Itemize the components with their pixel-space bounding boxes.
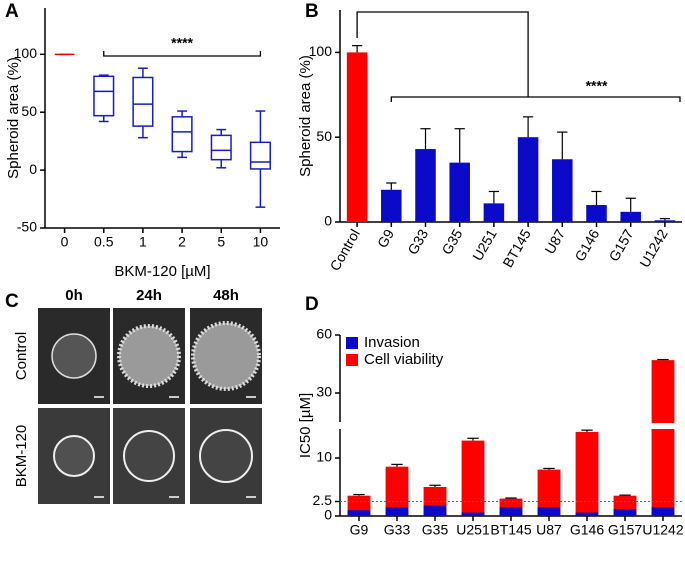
- bar: [385, 507, 409, 516]
- spheroid: [117, 324, 181, 388]
- box: [210, 134, 232, 161]
- x-tick-label: 2: [178, 234, 186, 250]
- y-axis-label: Spheroid area (%): [5, 57, 22, 179]
- x-tick-label: 5: [217, 234, 225, 250]
- x-tick-label: 1: [139, 234, 147, 250]
- legend-label: Invasion: [364, 334, 420, 351]
- y-tick-label: -50: [17, 219, 37, 235]
- bar: [575, 512, 599, 516]
- x-tick-label: U87: [536, 522, 562, 538]
- y-axis-label: IC50 [µM]: [297, 393, 314, 458]
- panel-label: B: [305, 1, 319, 22]
- bar: [346, 52, 368, 223]
- bar: [654, 220, 676, 222]
- x-tick-label: 10: [253, 234, 269, 250]
- significance-label: ****: [586, 78, 608, 94]
- spheroid: [53, 435, 95, 477]
- column-label: 24h: [136, 287, 162, 304]
- legend-label: Cell viability: [364, 351, 444, 368]
- box: [249, 141, 271, 170]
- y-tick-label: 30: [316, 384, 332, 400]
- legend-swatch: [346, 354, 358, 366]
- bar: [499, 507, 523, 516]
- y-tick-label: 0: [324, 213, 332, 229]
- bar: [552, 159, 573, 222]
- x-tick-label: U251: [456, 522, 490, 538]
- comparison-bracket: [356, 11, 529, 97]
- x-tick-label: 0.5: [94, 234, 114, 250]
- bar: [381, 189, 402, 222]
- box: [171, 116, 193, 153]
- x-tick-label: G9: [350, 522, 369, 538]
- box: [93, 75, 115, 117]
- bar: [461, 440, 485, 516]
- bar: [537, 507, 561, 516]
- y-tick-label: 2.5: [313, 492, 333, 508]
- panel-label: A: [5, 1, 19, 22]
- y-tick-label: 50: [21, 103, 37, 119]
- column-label: 0h: [65, 287, 83, 304]
- bar: [586, 205, 607, 222]
- y-tick-label: 60: [316, 326, 332, 342]
- bar: [651, 507, 675, 516]
- row-label: BKM-120: [13, 425, 30, 488]
- y-tick-label: 100: [309, 43, 333, 59]
- spheroid: [51, 333, 97, 379]
- bar: [575, 431, 599, 516]
- bar: [461, 512, 485, 516]
- y-tick-label: 100: [14, 45, 38, 61]
- spheroid: [199, 429, 253, 483]
- x-axis-label: BKM-120 [µM]: [114, 263, 210, 280]
- bar: [449, 162, 470, 222]
- spheroid: [191, 321, 261, 391]
- bar: [613, 509, 637, 516]
- y-tick-label: 0: [324, 507, 332, 523]
- bar: [537, 469, 561, 516]
- significance-bracket: [103, 51, 262, 57]
- significance-label: ****: [171, 35, 193, 51]
- bar: [347, 510, 371, 516]
- spheroid: [123, 430, 175, 482]
- bar: [415, 149, 436, 222]
- legend-swatch: [346, 337, 358, 349]
- x-tick-label: G157: [608, 522, 642, 538]
- bar: [651, 360, 675, 516]
- bar: [385, 466, 409, 516]
- bar: [517, 137, 539, 222]
- x-tick-label: G146: [570, 522, 604, 538]
- x-tick-label: G33: [384, 522, 411, 538]
- panel-label: C: [5, 291, 19, 312]
- y-tick-label: 50: [316, 128, 332, 144]
- bar: [620, 211, 641, 222]
- column-label: 48h: [213, 287, 239, 304]
- y-axis-label: Spheroid area (%): [297, 55, 314, 177]
- x-tick-label: G35: [422, 522, 449, 538]
- box: [132, 76, 154, 127]
- significance-bracket: [390, 96, 681, 102]
- x-tick-label: U1242: [642, 522, 683, 538]
- row-label: Control: [13, 332, 30, 380]
- panel-label: D: [305, 294, 319, 315]
- bar: [423, 505, 447, 516]
- x-tick-label: BT145: [490, 522, 531, 538]
- axis-break: [342, 423, 684, 429]
- bar: [483, 203, 505, 222]
- x-tick-label: 0: [61, 234, 69, 250]
- y-tick-label: 0: [29, 161, 37, 177]
- y-tick-label: 10: [316, 449, 332, 465]
